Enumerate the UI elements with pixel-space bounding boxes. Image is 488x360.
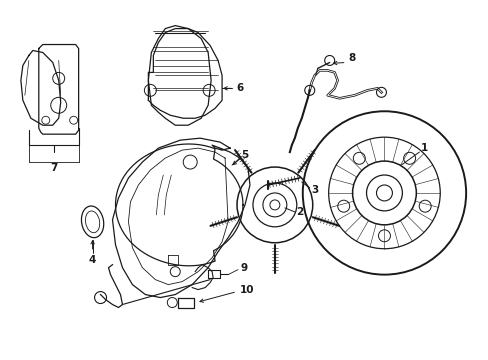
Text: 5: 5 [241, 150, 248, 160]
Text: 7: 7 [50, 163, 57, 173]
Text: 1: 1 [420, 143, 427, 153]
Text: 6: 6 [236, 84, 243, 93]
Text: 4: 4 [89, 255, 96, 265]
Text: 2: 2 [296, 207, 303, 217]
Text: 3: 3 [310, 185, 318, 195]
Text: 10: 10 [240, 284, 254, 294]
Text: 8: 8 [347, 54, 354, 63]
Text: 9: 9 [240, 263, 246, 273]
